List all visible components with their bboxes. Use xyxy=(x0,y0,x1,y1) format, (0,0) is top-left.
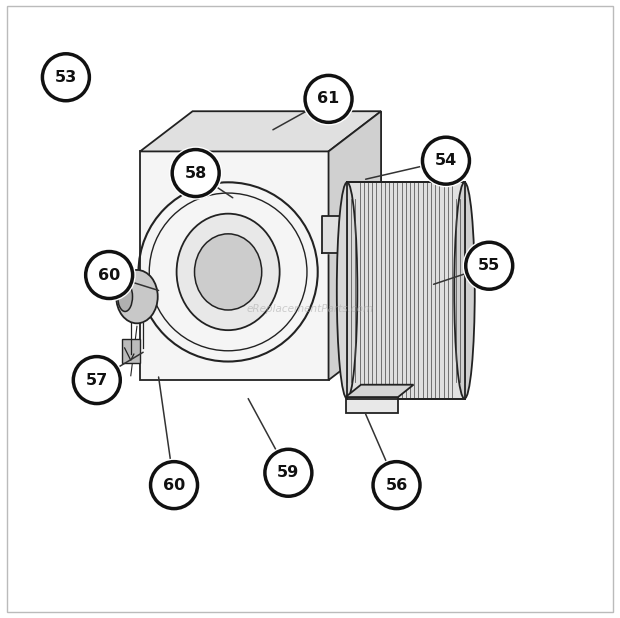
Ellipse shape xyxy=(454,182,475,399)
Text: 61: 61 xyxy=(317,91,340,106)
Text: 54: 54 xyxy=(435,153,457,168)
Polygon shape xyxy=(322,216,347,253)
Text: 58: 58 xyxy=(185,166,207,180)
Text: 60: 60 xyxy=(98,268,120,282)
Circle shape xyxy=(370,459,423,512)
Circle shape xyxy=(148,459,201,512)
Text: 55: 55 xyxy=(478,258,500,273)
Polygon shape xyxy=(122,339,140,363)
Circle shape xyxy=(39,51,92,104)
Polygon shape xyxy=(345,397,398,413)
Ellipse shape xyxy=(118,282,133,311)
Circle shape xyxy=(302,72,355,125)
Circle shape xyxy=(169,146,222,200)
Polygon shape xyxy=(140,111,381,151)
Ellipse shape xyxy=(337,182,357,399)
Text: eReplacementParts.com: eReplacementParts.com xyxy=(246,304,374,314)
Text: 53: 53 xyxy=(55,70,77,85)
Text: 59: 59 xyxy=(277,465,299,480)
Circle shape xyxy=(262,446,315,499)
Ellipse shape xyxy=(177,214,280,330)
Circle shape xyxy=(70,353,123,407)
Polygon shape xyxy=(347,182,464,399)
Polygon shape xyxy=(345,384,414,397)
Ellipse shape xyxy=(195,234,262,310)
Circle shape xyxy=(463,239,516,292)
Text: 60: 60 xyxy=(163,478,185,493)
Polygon shape xyxy=(329,111,381,380)
Text: 57: 57 xyxy=(86,373,108,387)
Text: 56: 56 xyxy=(386,478,407,493)
Polygon shape xyxy=(140,151,329,380)
Ellipse shape xyxy=(116,270,157,323)
Circle shape xyxy=(82,248,136,302)
Circle shape xyxy=(419,134,472,187)
